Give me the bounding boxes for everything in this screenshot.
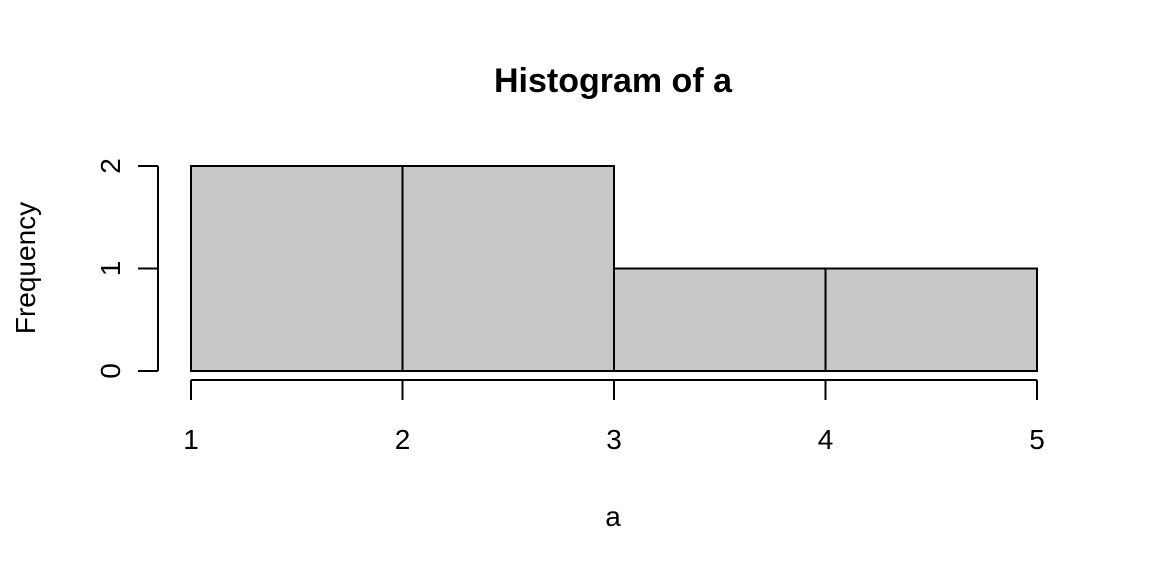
x-tick-label: 3 (606, 424, 622, 455)
histogram-bar-3 (613, 267, 827, 372)
histogram-bar-4 (824, 267, 1038, 372)
x-tick-label: 4 (818, 424, 834, 455)
x-axis-label: a (605, 501, 621, 532)
x-axis: 1 2 3 4 5 (183, 379, 1045, 455)
y-tick-label: 0 (95, 363, 126, 379)
chart-title: Histogram of a (494, 62, 733, 100)
y-tick-label: 2 (95, 158, 126, 174)
x-tick-label: 1 (183, 424, 199, 455)
histogram-bar-1 (190, 165, 404, 372)
bars-group (190, 165, 1038, 372)
y-axis-label: Frequency (10, 202, 41, 334)
y-axis: 0 1 2 (95, 158, 159, 379)
histogram-bar-2 (401, 165, 615, 372)
x-tick-label: 5 (1029, 424, 1045, 455)
y-tick-label: 1 (95, 261, 126, 277)
x-tick-label: 2 (395, 424, 411, 455)
